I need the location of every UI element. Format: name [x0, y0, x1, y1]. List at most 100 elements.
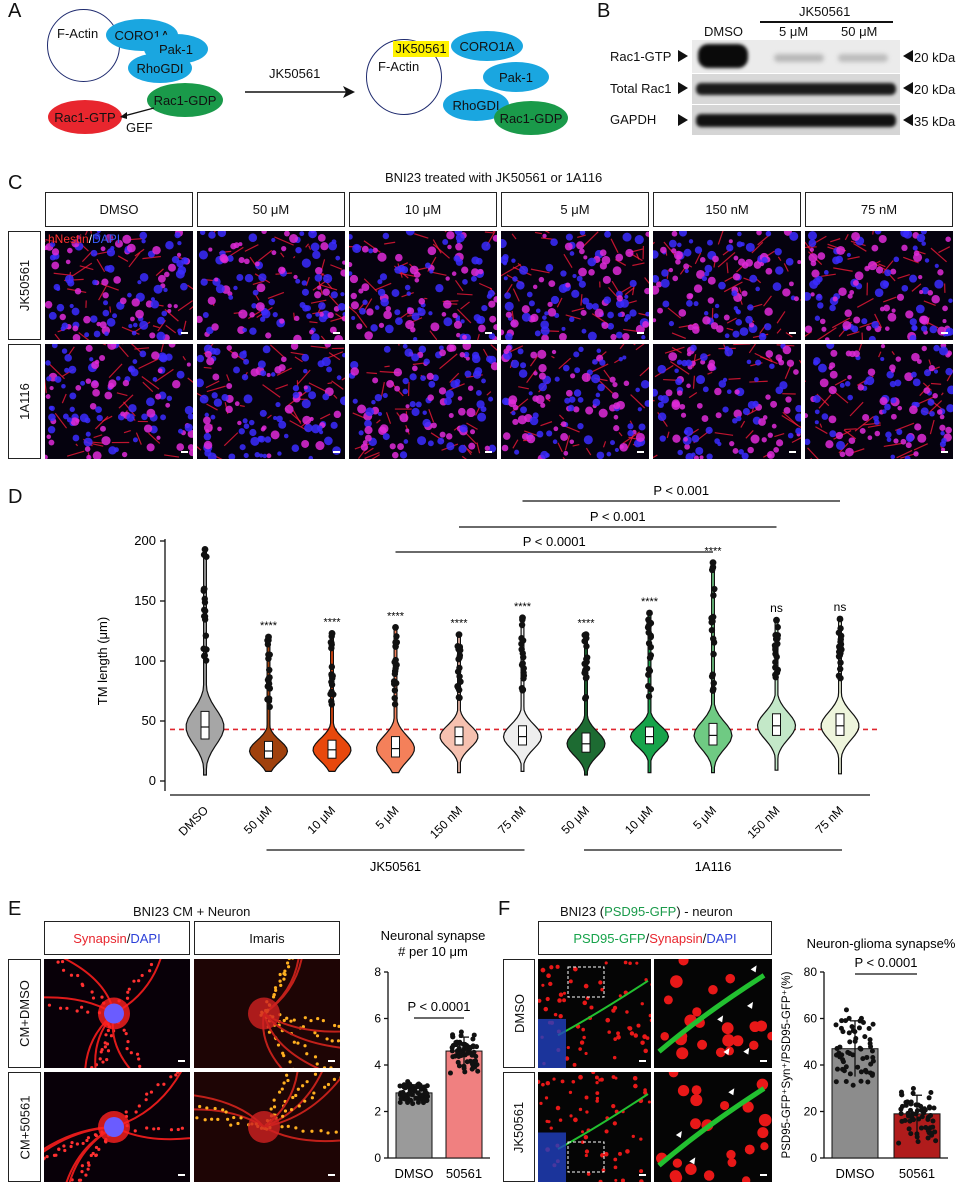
scale-bar	[941, 332, 948, 334]
outlier-point	[708, 626, 716, 634]
scale-bar	[639, 1174, 646, 1176]
significance-mark: ns	[770, 601, 783, 615]
data-point	[908, 1131, 914, 1137]
data-point	[932, 1129, 938, 1135]
data-point	[401, 1092, 407, 1098]
outlier-point	[708, 619, 715, 626]
box	[772, 713, 781, 736]
rhogdi-node: RhoGDI	[128, 53, 192, 83]
outlier-point	[645, 616, 652, 623]
rac1-gtp-node: Rac1-GTP	[48, 100, 122, 134]
scale-bar	[485, 332, 492, 334]
outlier-point	[201, 599, 209, 606]
y-tick-label: 50	[142, 713, 156, 728]
data-point	[858, 1015, 864, 1021]
data-point	[424, 1083, 430, 1089]
micrograph-tile	[349, 344, 497, 459]
data-point	[843, 1064, 849, 1070]
data-point	[458, 1029, 464, 1035]
scale-bar	[178, 1060, 185, 1062]
outlier-point	[709, 671, 716, 678]
panel-c-label: C	[8, 172, 23, 194]
outlier-point	[265, 651, 272, 658]
data-point	[870, 1054, 876, 1060]
data-point	[899, 1103, 905, 1109]
outlier-point	[709, 559, 717, 566]
outlier-point	[520, 675, 527, 682]
box	[835, 713, 845, 736]
y-tick-label: 0	[374, 1151, 381, 1165]
significance-mark: ****	[387, 610, 405, 622]
data-point	[926, 1095, 932, 1101]
outlier-point	[391, 670, 399, 678]
f-actin-label: F-Actin	[57, 26, 99, 41]
outlier-point	[328, 698, 335, 705]
f-row-label-dmso: DMSO	[503, 959, 535, 1068]
data-point	[839, 1052, 845, 1058]
box	[391, 736, 400, 758]
blot-kda-1: 20 kDa	[914, 50, 956, 65]
data-point	[402, 1085, 408, 1091]
data-point	[931, 1105, 937, 1111]
f-stain-red: Synapsin	[649, 930, 703, 946]
x-tick-label: 50 μM	[241, 803, 275, 837]
box	[581, 732, 591, 753]
outlier-point	[772, 658, 779, 666]
y-tick-label: 60	[804, 1012, 818, 1026]
scale-bar	[941, 451, 948, 453]
group-label: 1A116	[695, 859, 732, 874]
f-stain-green: PSD95-GFP	[573, 930, 646, 946]
x-tick-label: 50561	[446, 1166, 482, 1181]
data-point	[418, 1086, 424, 1092]
significance-mark: ****	[323, 616, 341, 628]
micrograph-tile	[197, 344, 345, 459]
pvalue-label: P < 0.0001	[854, 955, 917, 970]
outlier-point	[774, 635, 781, 642]
scale-bar	[789, 332, 796, 334]
outlier-point	[455, 655, 462, 663]
data-point	[902, 1118, 908, 1124]
f-row-label-jk50561: JK50561	[503, 1072, 535, 1182]
panel-e-title: BNI23 CM + Neuron	[133, 904, 251, 919]
data-point	[858, 1078, 864, 1084]
outlier-point	[645, 693, 653, 700]
blot-treatment-bar	[760, 21, 893, 23]
data-point	[866, 1026, 872, 1032]
data-point	[420, 1100, 426, 1106]
scale-bar	[639, 1060, 646, 1062]
gef-arrow	[120, 107, 155, 119]
data-point	[461, 1065, 467, 1071]
x-tick-label: 5 μM	[373, 803, 402, 832]
e-row-label-dmso: CM+DMSO	[8, 959, 41, 1068]
outlier-point	[390, 678, 398, 685]
panel-a-label: A	[8, 0, 22, 22]
outlier-point	[392, 656, 399, 664]
blot-row-gapdh: GAPDH	[610, 112, 657, 127]
blot-row-total-rac1: Total Rac1	[610, 81, 672, 96]
jk50561-arrow	[245, 86, 355, 98]
y-tick-label: 2	[374, 1105, 381, 1119]
y-tick-label: 40	[804, 1058, 818, 1072]
panel-d-label: D	[8, 486, 23, 508]
bar-chart-title: Neuronal synapse	[381, 928, 486, 943]
blot-lane-5um: 5 μM	[779, 24, 809, 39]
outlier-point	[710, 635, 717, 642]
outlier-point	[202, 632, 210, 639]
box	[708, 722, 718, 746]
scale-bar	[637, 332, 644, 334]
scale-bar	[328, 1060, 335, 1062]
outlier-point	[647, 633, 655, 641]
significance-mark: ****	[260, 620, 278, 632]
arrow-label: JK50561	[269, 66, 321, 81]
e-col-header-synapsin: Synapsin / DAPI	[44, 921, 190, 955]
data-point	[928, 1112, 934, 1118]
col-header-5um: 5 μM	[501, 192, 649, 227]
outlier-point	[456, 664, 463, 672]
outlier-point	[393, 633, 400, 640]
x-tick-label: 75 nM	[813, 803, 846, 836]
outlier-point	[266, 666, 273, 674]
data-point	[870, 1021, 876, 1027]
x-tick-label: DMSO	[176, 803, 211, 838]
data-point	[834, 1066, 840, 1072]
outlier-point	[202, 657, 210, 664]
